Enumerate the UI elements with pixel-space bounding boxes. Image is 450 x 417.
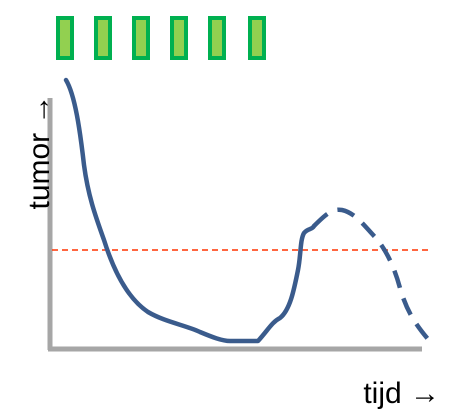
x-axis-label: tijd →: [363, 377, 440, 410]
treatment-marker: [56, 16, 74, 60]
treatment-marker: [208, 16, 226, 60]
tumor-curve-measured: [63, 77, 317, 344]
treatment-marker: [170, 16, 188, 60]
treatment-marker: [132, 16, 150, 60]
treatment-markers: [56, 16, 266, 60]
y-axis-label: tumor →: [23, 94, 56, 210]
tumor-curve-projected: [312, 207, 436, 348]
treatment-marker: [94, 16, 112, 60]
treatment-marker: [248, 16, 266, 60]
